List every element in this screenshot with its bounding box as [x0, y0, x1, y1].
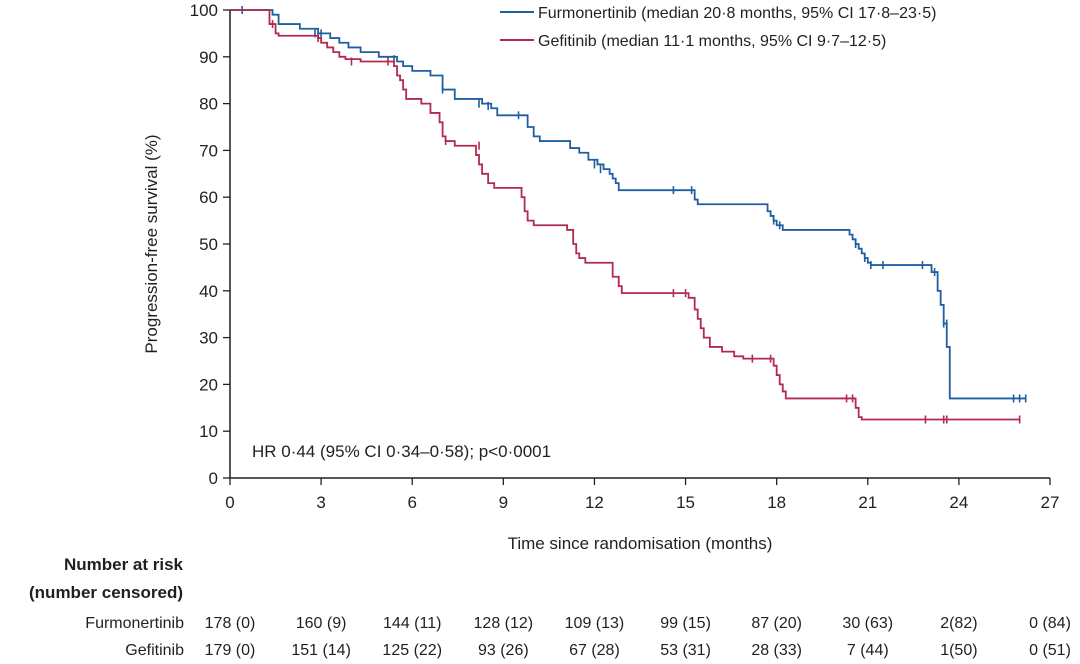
legend-label-gefitinib: Gefitinib (median 11·1 months, 95% CI 9·… — [538, 33, 886, 50]
risk-value-gefitinib: 151 (14) — [291, 642, 351, 659]
y-tick-label: 70 — [199, 141, 218, 160]
risk-value-gefitinib: 125 (22) — [382, 642, 442, 659]
axes — [229, 10, 1050, 479]
risk-value-gefitinib: 93 (26) — [478, 642, 529, 659]
risk-value-furmonertinib: 2(82) — [940, 615, 977, 632]
risk-value-gefitinib: 0 (51) — [1029, 642, 1071, 659]
x-ticks: 0 3 6 9 12 15 18 21 24 27 — [225, 478, 1059, 512]
x-tick-label: 21 — [858, 493, 877, 512]
risk-value-gefitinib: 53 (31) — [660, 642, 711, 659]
y-tick-label: 60 — [199, 188, 218, 207]
x-tick-label: 15 — [676, 493, 695, 512]
legend: Furmonertinib (median 20·8 months, 95% C… — [500, 5, 936, 50]
risk-row-label-furmonertinib: Furmonertinib — [85, 615, 184, 632]
risk-row-label-gefitinib: Gefitinib — [125, 642, 184, 659]
risk-heading-line1: Number at risk — [64, 555, 184, 574]
y-tick-label: 10 — [199, 422, 218, 441]
risk-value-furmonertinib: 99 (15) — [660, 615, 711, 632]
risk-value-furmonertinib: 87 (20) — [751, 615, 802, 632]
y-tick-label: 40 — [199, 282, 218, 301]
x-tick-label: 0 — [225, 493, 234, 512]
y-tick-label: 20 — [199, 375, 218, 394]
y-axis-title: Progression-free survival (%) — [142, 134, 161, 353]
x-tick-label: 27 — [1041, 493, 1060, 512]
legend-label-furmonertinib: Furmonertinib (median 20·8 months, 95% C… — [538, 5, 936, 22]
y-tick-label: 80 — [199, 95, 218, 114]
x-tick-label: 12 — [585, 493, 604, 512]
hazard-ratio-annotation: HR 0·44 (95% CI 0·34–0·58); p<0·0001 — [252, 442, 551, 461]
risk-value-gefitinib: 179 (0) — [205, 642, 256, 659]
risk-value-furmonertinib: 0 (84) — [1029, 615, 1071, 632]
survival-curves — [230, 6, 1027, 424]
curve-gefitinib — [230, 9, 1020, 421]
risk-value-gefitinib: 28 (33) — [751, 642, 802, 659]
y-tick-label: 30 — [199, 329, 218, 348]
y-tick-label: 0 — [209, 469, 218, 488]
risk-values: 178 (0) 160 (9) 144 (11) 128 (12) 109 (13) 99… — [205, 615, 1071, 659]
x-tick-label: 6 — [407, 493, 416, 512]
risk-value-furmonertinib: 178 (0) — [205, 615, 256, 632]
risk-value-gefitinib: 1(50) — [940, 642, 977, 659]
risk-table: Number at risk (number censored) Furmone… — [29, 555, 1071, 659]
y-tick-label: 50 — [199, 235, 218, 254]
risk-value-furmonertinib: 144 (11) — [383, 615, 441, 632]
y-ticks: 0 10 20 30 40 50 60 70 80 90 100 — [190, 1, 230, 488]
risk-value-gefitinib: 7 (44) — [847, 642, 889, 659]
risk-heading-line2: (number censored) — [29, 583, 183, 602]
y-tick-label: 90 — [199, 48, 218, 67]
x-tick-label: 24 — [949, 493, 968, 512]
risk-value-furmonertinib: 160 (9) — [296, 615, 347, 632]
risk-value-furmonertinib: 128 (12) — [474, 615, 534, 632]
y-tick-label: 100 — [190, 1, 218, 20]
risk-value-furmonertinib: 30 (63) — [842, 615, 893, 632]
x-tick-label: 18 — [767, 493, 786, 512]
risk-value-furmonertinib: 109 (13) — [565, 615, 625, 632]
risk-value-gefitinib: 67 (28) — [569, 642, 620, 659]
x-axis-title: Time since randomisation (months) — [508, 534, 773, 553]
x-tick-label: 3 — [316, 493, 325, 512]
curve-furmonertinib — [230, 9, 1026, 400]
x-tick-label: 9 — [499, 493, 508, 512]
